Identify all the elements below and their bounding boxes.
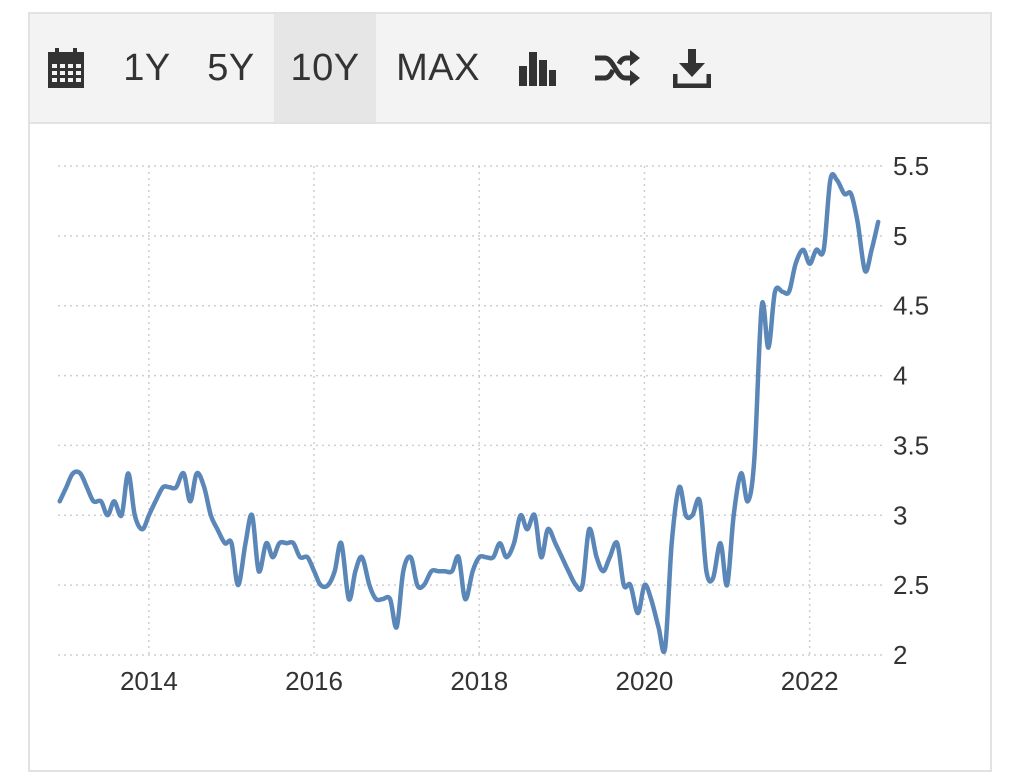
shuffle-icon[interactable] bbox=[586, 14, 648, 122]
chart-widget: 1Y 5Y 10Y MAX bbox=[28, 12, 992, 772]
range-button-1y[interactable]: 1Y bbox=[123, 46, 171, 89]
range-button-5y[interactable]: 5Y bbox=[207, 46, 255, 89]
range-button-max[interactable]: MAX bbox=[396, 46, 480, 89]
calendar-icon[interactable] bbox=[36, 14, 96, 122]
range-button-10y[interactable]: 10Y bbox=[274, 14, 376, 122]
bar-chart-icon[interactable] bbox=[512, 14, 562, 122]
download-icon[interactable] bbox=[664, 14, 720, 122]
chart-toolbar: 1Y 5Y 10Y MAX bbox=[30, 14, 990, 124]
